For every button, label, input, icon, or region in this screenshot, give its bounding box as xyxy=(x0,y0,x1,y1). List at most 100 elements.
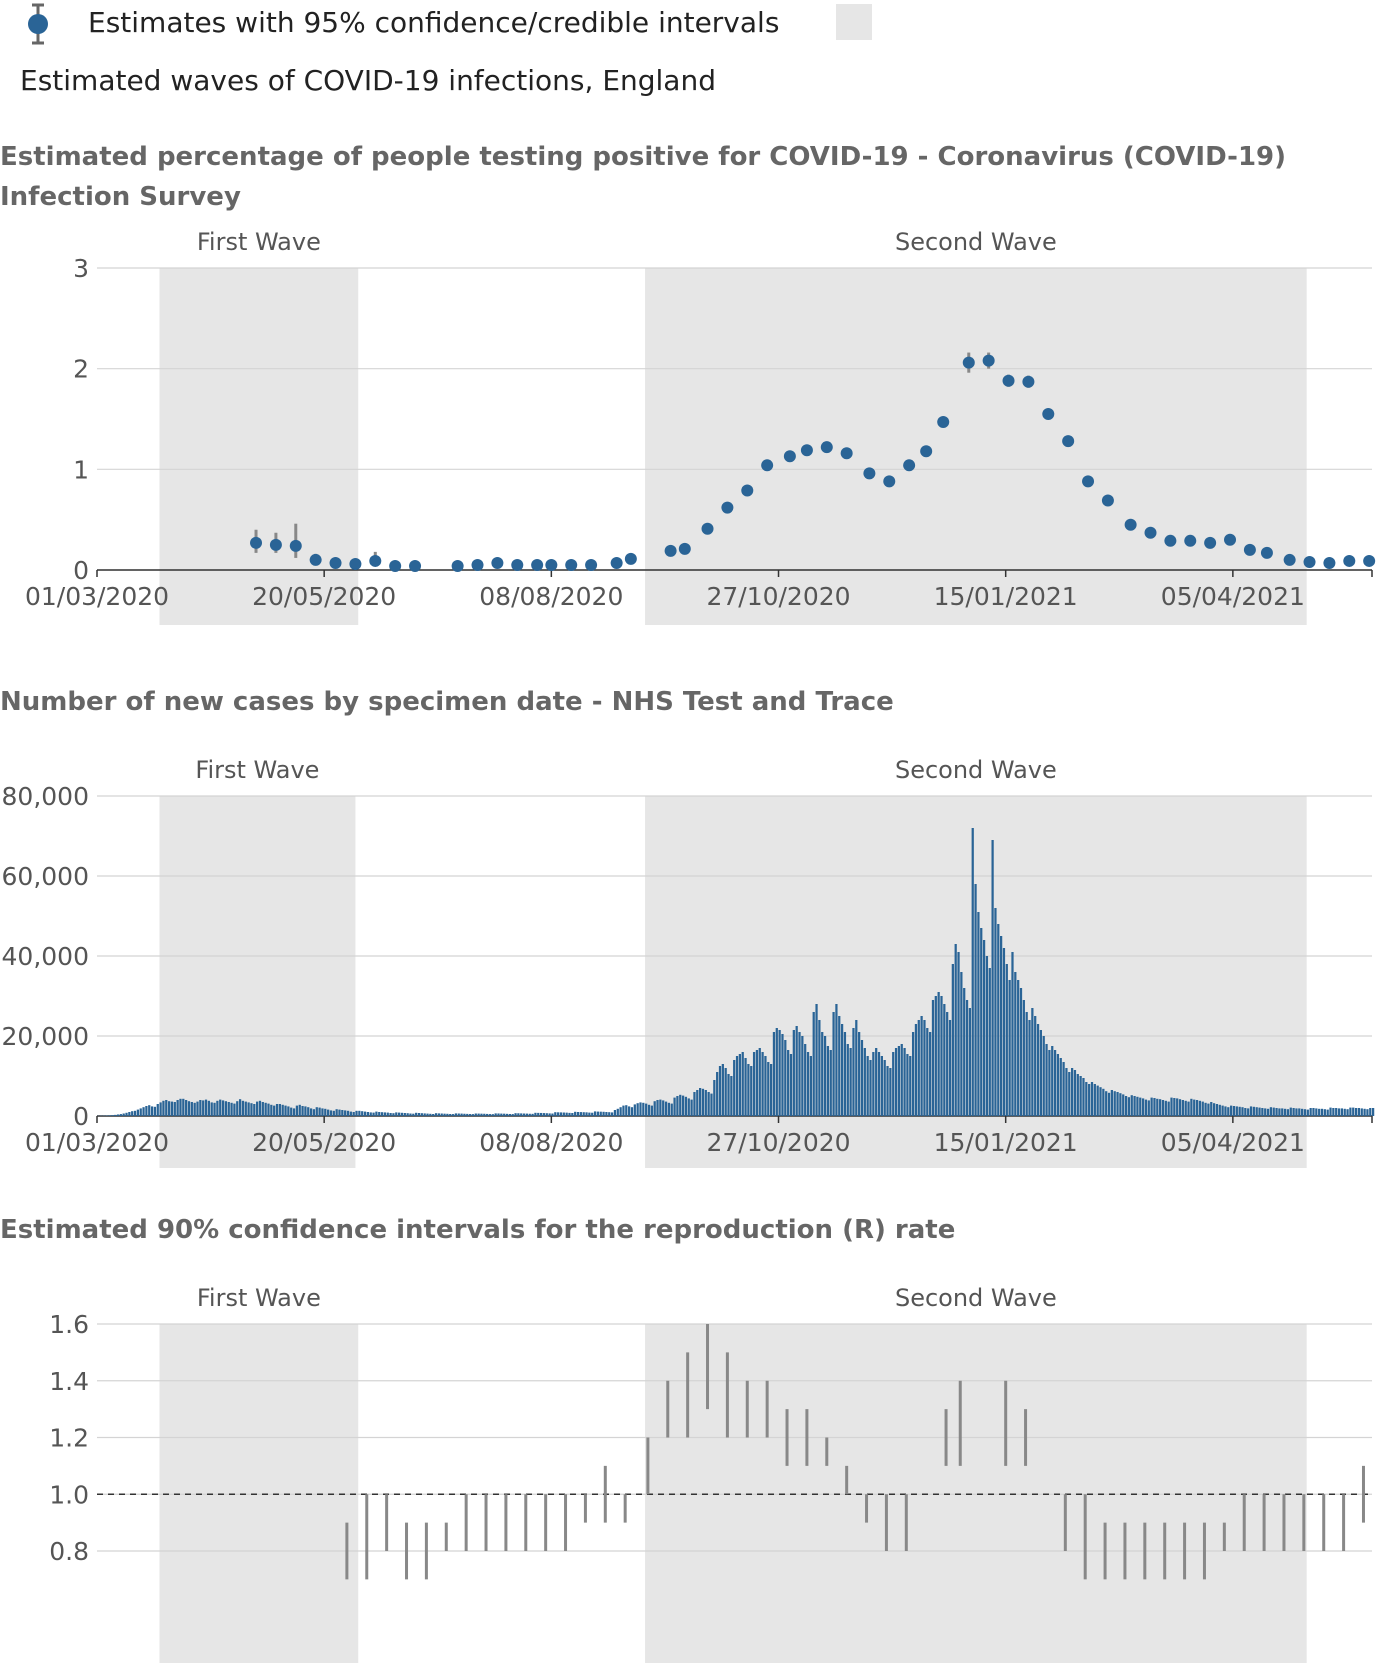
case-bar xyxy=(642,1102,645,1116)
case-bar xyxy=(352,1112,355,1116)
data-point xyxy=(1243,543,1256,556)
case-bar xyxy=(494,1113,497,1116)
case-bar xyxy=(826,1046,830,1116)
case-bar xyxy=(363,1111,367,1116)
case-bar xyxy=(1210,1102,1213,1116)
data-point xyxy=(1303,555,1316,568)
case-bar xyxy=(520,1113,523,1116)
case-bar xyxy=(199,1100,202,1116)
case-bar xyxy=(131,1111,134,1116)
case-bar xyxy=(125,1112,128,1116)
case-bar xyxy=(1301,1108,1304,1116)
case-bar xyxy=(1181,1100,1184,1116)
case-bar xyxy=(716,1072,719,1116)
case-bar xyxy=(659,1099,662,1116)
case-bar xyxy=(701,1088,705,1116)
case-bar xyxy=(1139,1097,1142,1116)
case-bar xyxy=(383,1112,387,1116)
case-bar xyxy=(1195,1100,1199,1116)
case-bar xyxy=(965,1000,969,1116)
case-bar xyxy=(1272,1107,1275,1116)
case-bar xyxy=(1204,1102,1207,1116)
case-bar xyxy=(883,1060,886,1116)
case-bar xyxy=(1193,1099,1196,1116)
y-tick-label: 40,000 xyxy=(2,942,89,971)
case-bar xyxy=(1357,1108,1361,1116)
case-bar xyxy=(415,1112,418,1116)
case-bar xyxy=(605,1112,608,1116)
data-point xyxy=(289,539,302,552)
case-bar xyxy=(420,1113,423,1116)
case-bar xyxy=(815,1004,818,1116)
case-bar xyxy=(948,1020,952,1116)
y-tick-label: 1.6 xyxy=(49,1310,89,1339)
case-bar xyxy=(721,1064,724,1116)
data-point xyxy=(531,558,544,571)
case-bar xyxy=(557,1112,560,1116)
data-point xyxy=(664,544,677,557)
case-bar xyxy=(917,1020,920,1116)
case-bar xyxy=(1051,1046,1054,1116)
case-bar xyxy=(443,1113,446,1116)
data-point xyxy=(783,450,796,463)
case-bar xyxy=(233,1103,236,1116)
x-tick-label: 20/05/2020 xyxy=(252,1128,396,1157)
case-bar xyxy=(256,1101,259,1116)
case-bar xyxy=(247,1102,250,1116)
case-bar xyxy=(173,1102,176,1116)
case-bar xyxy=(429,1113,432,1116)
case-bar xyxy=(503,1113,506,1116)
case-bar xyxy=(267,1103,270,1116)
case-bar xyxy=(156,1104,159,1116)
case-bar xyxy=(852,1028,855,1116)
case-bar xyxy=(182,1098,185,1116)
case-bar xyxy=(335,1109,338,1116)
case-bar xyxy=(647,1104,651,1116)
case-bar xyxy=(591,1112,594,1116)
case-bar xyxy=(738,1054,741,1116)
case-bar xyxy=(909,1056,912,1116)
case-bar xyxy=(1062,1062,1065,1116)
data-point xyxy=(1363,554,1376,567)
case-bar xyxy=(877,1052,881,1116)
case-bar xyxy=(1011,952,1014,1116)
case-bar xyxy=(281,1104,284,1116)
case-bar xyxy=(179,1098,182,1116)
case-bar xyxy=(261,1102,264,1116)
case-bar xyxy=(185,1100,188,1116)
wave-label: Second Wave xyxy=(895,1284,1057,1312)
case-bar xyxy=(500,1113,503,1116)
case-bar xyxy=(894,1048,898,1116)
data-point xyxy=(1204,536,1217,549)
case-bar xyxy=(1292,1108,1295,1116)
data-point xyxy=(1184,534,1197,547)
case-bar xyxy=(1298,1108,1301,1116)
case-bar xyxy=(733,1060,736,1116)
case-bar xyxy=(508,1114,511,1116)
case-bar xyxy=(108,1115,111,1116)
case-bar xyxy=(537,1112,540,1116)
case-bar xyxy=(128,1112,131,1116)
case-bar xyxy=(1258,1107,1261,1116)
case-bar xyxy=(940,996,943,1116)
case-bar xyxy=(534,1112,537,1116)
case-bar xyxy=(1289,1107,1292,1116)
data-point xyxy=(309,553,322,566)
case-bar xyxy=(522,1113,526,1116)
case-bar xyxy=(548,1113,551,1116)
data-point xyxy=(678,542,691,555)
case-bar xyxy=(645,1103,648,1116)
case-bar xyxy=(1221,1105,1224,1116)
case-bar xyxy=(619,1107,622,1116)
case-bar xyxy=(1073,1070,1077,1116)
case-bar xyxy=(344,1110,347,1116)
case-bar xyxy=(980,928,983,1116)
case-bar xyxy=(628,1106,631,1116)
data-point xyxy=(451,559,464,572)
data-point xyxy=(1082,475,1095,488)
chart-1-title: Estimated percentage of people testing p… xyxy=(0,142,1287,212)
case-bar xyxy=(880,1056,883,1116)
data-point xyxy=(1164,534,1177,547)
case-bar xyxy=(1068,1072,1071,1116)
case-bar xyxy=(1170,1097,1173,1116)
